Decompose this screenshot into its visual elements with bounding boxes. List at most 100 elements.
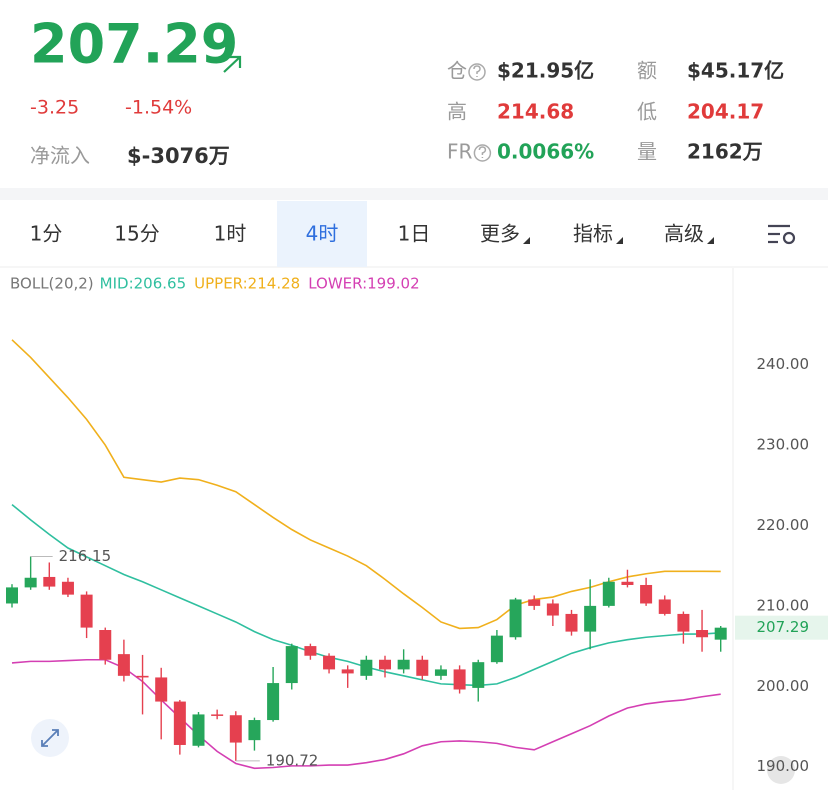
help-mark [478,146,487,158]
stat-label: 高 [447,100,467,124]
settings-icon[interactable] [768,224,796,245]
stat-label: FR [447,140,473,164]
legend-item: LOWER:199.02 [308,275,419,293]
tab[interactable]: 1日 [398,222,431,246]
low-label: 190.72 [266,751,319,769]
legend-item: UPPER:214.28 [194,275,300,293]
dropdown-caret [707,237,714,244]
icon-gear [782,231,796,245]
tab-label: 1分 [30,222,63,246]
band-line [11,658,721,770]
expand-button[interactable] [31,719,69,757]
y-tick-label: 200.00 [757,677,810,695]
y-tick-label: 210.00 [757,596,810,614]
legend-item: MID:206.65 [100,275,186,293]
candle-body [546,603,559,616]
tab-label: 4时 [306,222,339,246]
dropdown-caret [523,237,530,244]
candle-body [379,659,391,670]
candle-body [248,720,261,741]
candle-body [677,613,690,632]
candle-body [6,587,18,604]
help-mark [473,65,481,77]
legend-title: BOLL(20,2) [10,275,94,293]
plot [6,339,727,770]
stat-label: 仓 [447,59,467,83]
tab-label: 指标 [573,222,613,246]
candle-body [714,627,727,640]
band-line [11,339,721,630]
tab[interactable]: 高级 [664,222,714,246]
candle-body [61,581,74,595]
candle-body [584,605,597,632]
stat-label: 量 [637,140,657,164]
candle-body [323,655,336,670]
candle-body [136,675,149,678]
y-tick-label: 220.00 [757,516,810,534]
candle-body [602,581,615,606]
divider [0,188,828,200]
candle-body [509,599,522,638]
price-tag-bg [735,615,828,640]
stat-label: 低 [637,100,657,124]
watermark-badge [767,756,795,784]
candle-body [229,715,242,743]
candle-body [416,659,429,676]
tab-label: 高级 [664,222,704,246]
tab[interactable]: 4时 [277,201,367,267]
tab-label: 1日 [398,222,431,246]
tab-active-bg [277,201,367,267]
help-icon [468,63,486,81]
trend-arrow [223,55,242,73]
tab[interactable]: 15分 [114,222,159,246]
candle-body [621,581,634,585]
tab-label: 更多 [480,222,520,246]
help-icon [473,144,492,162]
candle-body [285,646,298,684]
candle-body [99,630,112,660]
stat-label: 额 [637,59,657,83]
net-inflow-label: 净流入 [30,144,90,168]
dropdown-caret [616,237,623,244]
tab[interactable]: 指标 [573,222,623,246]
stat-value: $45.17亿 [687,59,784,83]
net-inflow: $-3076万 [127,144,230,168]
change-pct: -1.54% [125,97,192,119]
expand-icon [41,729,59,747]
candle-body [304,646,317,656]
price-tag: 207.29 [757,618,810,636]
candle-body [397,659,410,670]
stat-value: 204.17 [687,100,764,124]
candle-body [360,659,373,676]
tab[interactable]: 1分 [30,222,63,246]
candle-body [173,701,186,745]
y-tick-label: 190.00 [757,757,810,775]
candle-body [192,714,205,746]
candle-body [155,677,168,702]
change: -3.25 [30,97,79,119]
y-tick-label: 230.00 [757,436,810,454]
stat-value: 0.0066% [497,140,594,164]
candle-body [565,613,578,632]
candle-body [490,635,503,663]
tab[interactable]: 更多 [480,222,530,246]
y-tick-label: 240.00 [757,355,810,373]
tab-label: 15分 [114,222,159,246]
candle-body [211,714,224,716]
candle-body [453,669,466,690]
tab[interactable]: 1时 [214,222,247,246]
candle-body [267,683,280,721]
high-label: 216.15 [59,547,112,565]
candle-body [43,576,56,587]
tab-label: 1时 [214,222,247,246]
candle-body [117,654,130,676]
candle-body [24,577,37,588]
stat-value: 2162万 [687,140,763,164]
candle-body [528,599,541,606]
candle-body [434,669,447,676]
candle-body [640,584,653,604]
stat-value: 214.68 [497,100,574,124]
